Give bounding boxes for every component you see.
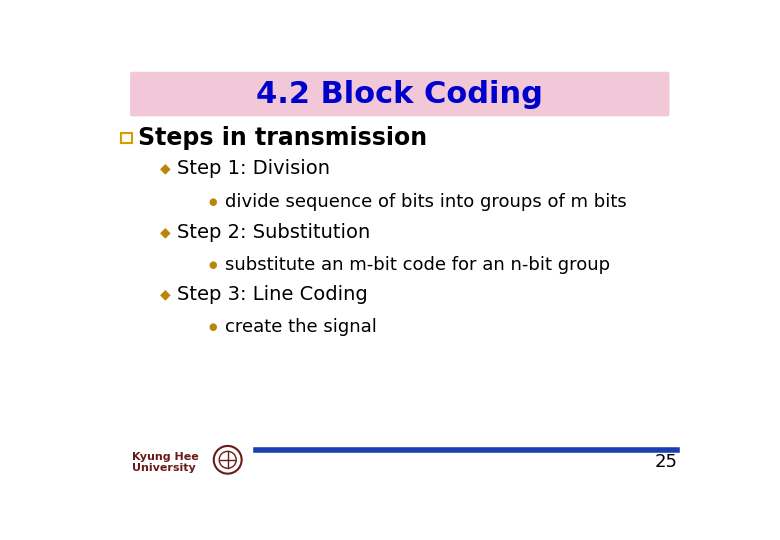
Text: ◆: ◆ xyxy=(161,226,171,240)
Text: Step 1: Division: Step 1: Division xyxy=(176,159,329,178)
Text: University: University xyxy=(133,463,196,473)
Text: 4.2 Block Coding: 4.2 Block Coding xyxy=(257,79,543,109)
Text: create the signal: create the signal xyxy=(225,318,378,335)
Text: ◆: ◆ xyxy=(161,287,171,301)
Text: substitute an m-bit code for an n-bit group: substitute an m-bit code for an n-bit gr… xyxy=(225,256,611,274)
Text: ●: ● xyxy=(208,322,216,332)
Text: ◆: ◆ xyxy=(161,162,171,176)
Text: 25: 25 xyxy=(654,454,677,471)
Bar xyxy=(121,132,132,143)
FancyBboxPatch shape xyxy=(130,72,669,117)
Text: ●: ● xyxy=(208,260,216,270)
Text: Step 3: Line Coding: Step 3: Line Coding xyxy=(176,285,367,304)
Text: Steps in transmission: Steps in transmission xyxy=(138,126,427,150)
Text: ●: ● xyxy=(208,197,216,207)
Text: Kyung Hee: Kyung Hee xyxy=(133,452,199,462)
Text: Step 2: Substitution: Step 2: Substitution xyxy=(176,223,370,242)
Text: divide sequence of bits into groups of m bits: divide sequence of bits into groups of m… xyxy=(225,193,627,211)
